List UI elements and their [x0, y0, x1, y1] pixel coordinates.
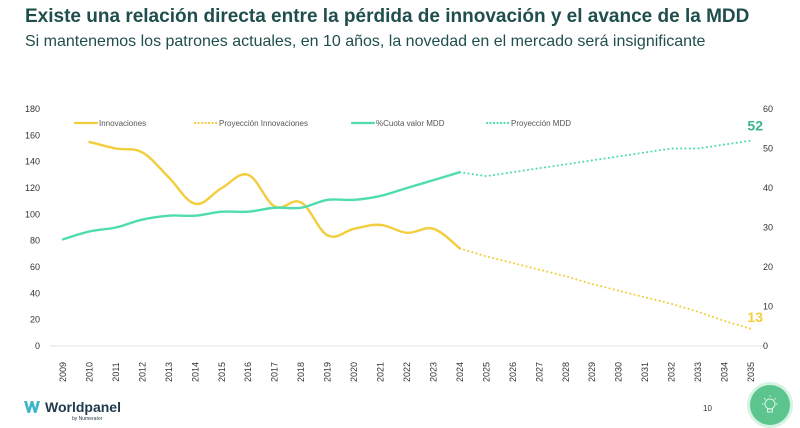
x-tick-label: 2027 — [534, 362, 544, 382]
y-left-tick-label: 140 — [25, 157, 40, 167]
worldpanel-logo: Worldpanel by Numerator — [24, 399, 121, 422]
worldpanel-w-icon — [24, 401, 40, 413]
x-tick-label: 2011 — [111, 362, 121, 381]
x-tick-label: 2021 — [376, 362, 386, 382]
x-tick-label: 2015 — [217, 362, 227, 382]
y-left-tick-label: 0 — [35, 341, 40, 351]
brand-sub: by Numerator — [72, 416, 103, 422]
x-tick-label: 2028 — [561, 362, 571, 382]
y-left-tick-label: 160 — [25, 130, 40, 140]
series-line-proyecci-n-innovaciones — [458, 247, 752, 330]
x-tick-label: 2033 — [693, 362, 703, 382]
series-line-proyecci-n-mdd — [458, 139, 752, 178]
y-right-tick-label: 0 — [763, 341, 768, 351]
x-tick-label: 2019 — [323, 362, 333, 382]
legend-label: Innovaciones — [99, 119, 146, 128]
x-tick-label: 2009 — [58, 362, 68, 382]
x-tick-label: 2013 — [164, 362, 174, 382]
y-left-tick-label: 80 — [30, 236, 40, 246]
chart-axes: 0204060801001201401601800102030405060200… — [25, 104, 773, 382]
x-tick-label: 2025 — [481, 362, 491, 382]
end-value-label: 13 — [747, 309, 763, 325]
y-left-tick-label: 40 — [30, 288, 40, 298]
page-number: 10 — [703, 404, 712, 413]
y-right-tick-label: 20 — [763, 262, 773, 272]
slide-subtitle: Si mantenemos los patrones actuales, en … — [25, 33, 706, 50]
x-tick-label: 2017 — [270, 362, 280, 382]
x-tick-label: 2034 — [720, 362, 730, 382]
lightbulb-badge — [750, 385, 790, 425]
slide-title: Existe una relación directa entre la pér… — [25, 6, 750, 27]
x-tick-label: 2024 — [455, 362, 465, 382]
x-tick-label: 2031 — [640, 362, 650, 382]
x-tick-label: 2029 — [587, 362, 597, 382]
y-left-tick-label: 180 — [25, 104, 40, 114]
y-left-tick-label: 60 — [30, 262, 40, 272]
x-tick-label: 2032 — [667, 362, 677, 382]
series-line-innovaciones — [88, 140, 462, 250]
x-tick-label: 2026 — [508, 362, 518, 382]
chart-lines — [61, 139, 752, 330]
series-line--cuota-valor-mdd — [61, 171, 462, 241]
x-tick-label: 2012 — [137, 362, 147, 382]
x-tick-label: 2010 — [84, 362, 94, 382]
y-right-tick-label: 50 — [763, 144, 773, 154]
y-left-tick-label: 20 — [30, 315, 40, 325]
y-right-tick-label: 10 — [763, 302, 773, 312]
brand-name: Worldpanel — [45, 399, 121, 415]
x-tick-label: 2030 — [614, 362, 624, 382]
y-right-tick-label: 60 — [763, 104, 773, 114]
x-tick-label: 2022 — [402, 362, 412, 382]
legend-label: Proyección MDD — [511, 119, 571, 128]
lightbulb-icon — [762, 395, 778, 413]
x-tick-label: 2016 — [243, 362, 253, 382]
end-value-label: 52 — [747, 118, 763, 134]
x-tick-label: 2035 — [746, 362, 756, 382]
y-right-tick-label: 40 — [763, 183, 773, 193]
legend-label: %Cuota valor MDD — [376, 119, 445, 128]
legend-label: Proyección Innovaciones — [219, 119, 308, 128]
x-tick-label: 2020 — [349, 362, 359, 382]
x-tick-label: 2018 — [296, 362, 306, 382]
x-tick-label: 2014 — [190, 362, 200, 382]
chart-end-labels: 52 13 — [747, 118, 763, 325]
y-left-tick-label: 100 — [25, 209, 40, 219]
x-tick-label: 2023 — [428, 362, 438, 382]
y-right-tick-label: 30 — [763, 223, 773, 233]
y-left-tick-label: 120 — [25, 183, 40, 193]
chart-legend: Innovaciones Proyección Innovaciones %Cuot… — [73, 119, 571, 128]
